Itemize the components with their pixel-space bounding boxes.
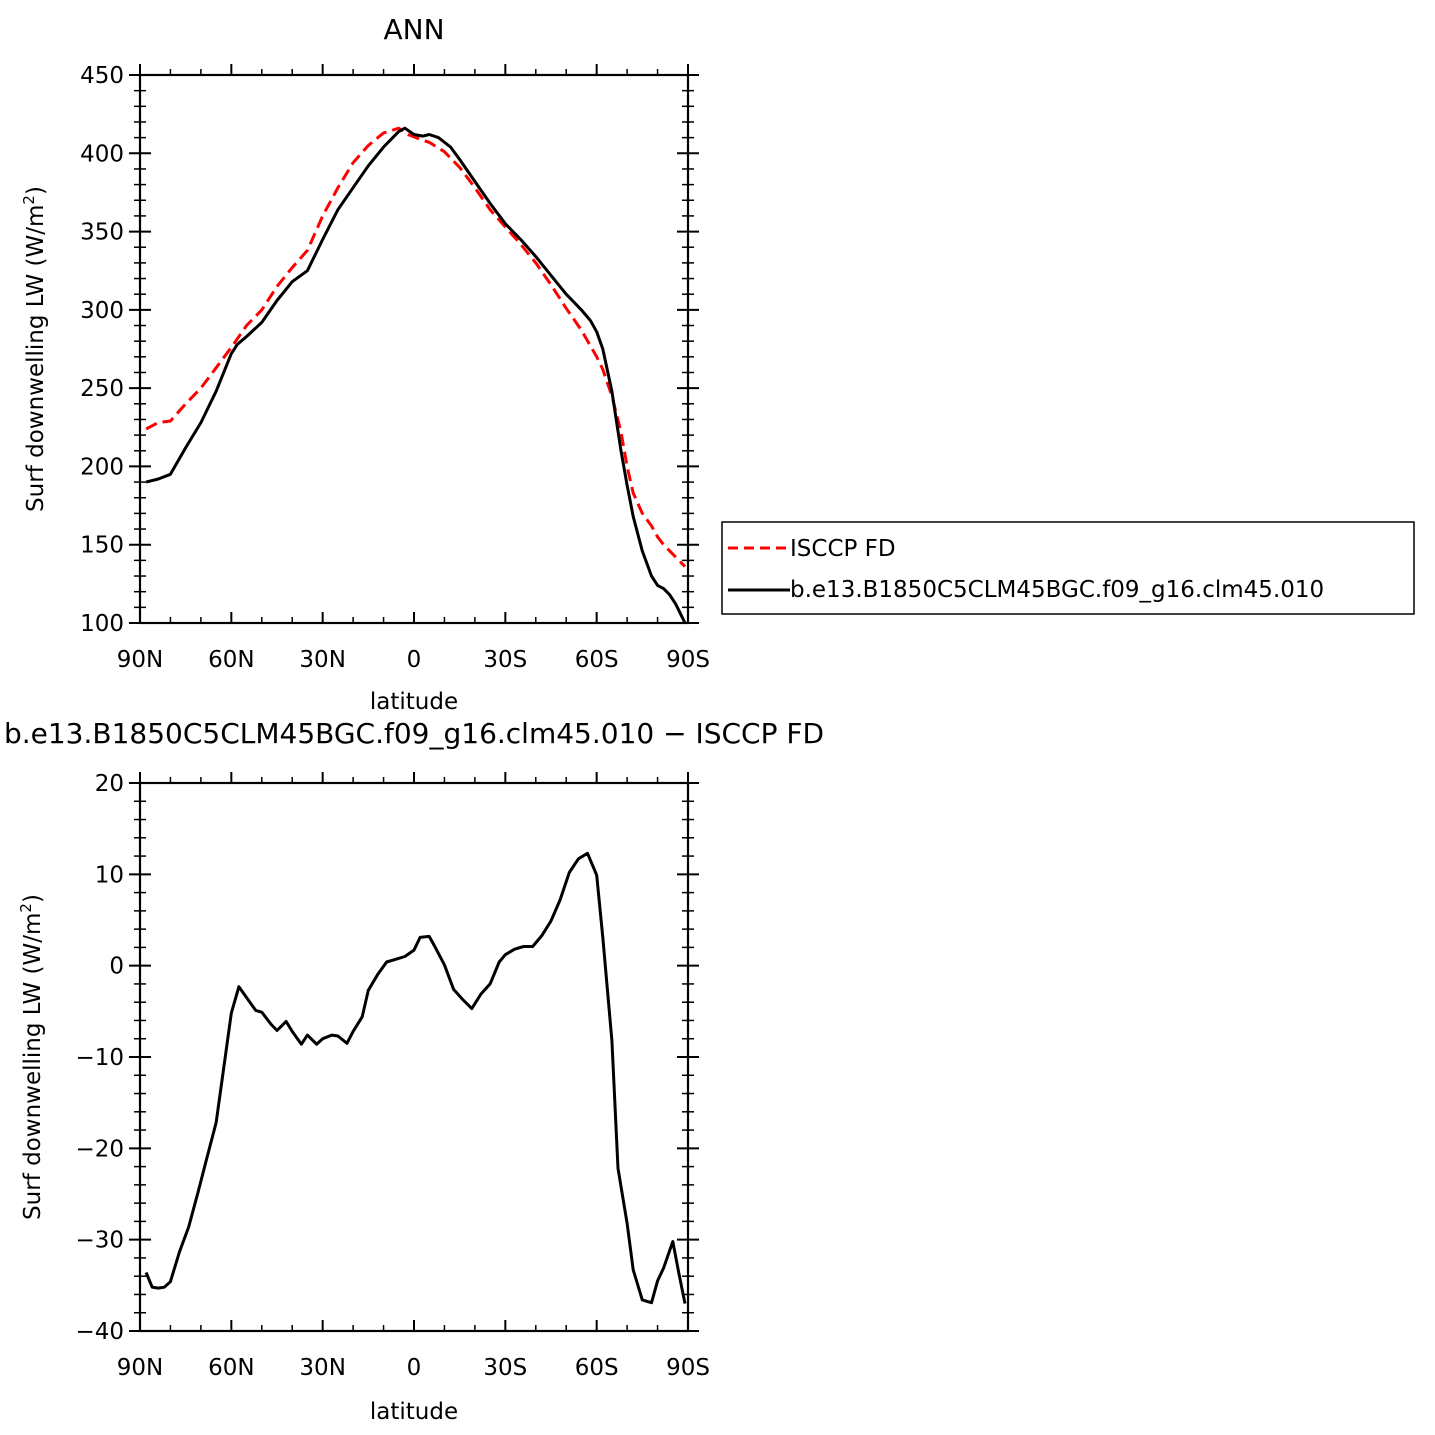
legend-box: [721, 521, 1415, 615]
top-ytick-label: 300: [80, 298, 124, 324]
bottom-xtick-label: 0: [407, 1355, 422, 1381]
bottom-xtick-label: 30S: [483, 1355, 527, 1381]
top-xtick-label: 60S: [575, 647, 619, 673]
legend-label-isccp: ISCCP FD: [790, 536, 896, 562]
bottom-plot-frame: [138, 781, 690, 1333]
top-chart-series: [145, 126, 687, 624]
bottom-series-line-0: [144, 851, 687, 1305]
top-series-line-0: [145, 126, 687, 568]
bottom-y-axis-label-main: Surf downwelling LW (W/m: [20, 913, 46, 1220]
top-ytick-label: 150: [80, 533, 124, 559]
top-chart-ticks: 90N 60N 30N 0 30S 60S 90S 100 150 200 250 300 350 400…: [80, 63, 710, 673]
legend-label-model: b.e13.B1850C5CLM45BGC.f09_g16.clm45.010: [790, 577, 1324, 603]
legend: ISCCP FD b.e13.B1850C5CLM45BGC.f09_g16.c…: [721, 521, 1415, 615]
bottom-chart-ticks: 90N 60N 30N 0 30S 60S 90S −40 −30 −20 −10 0 10 20: [75, 771, 709, 1381]
top-xtick-label: 90S: [666, 647, 710, 673]
top-line-chart: ANN 90N 60N 30N 0 30S 60S 90S 100 150 200 250 300 35…: [20, 13, 710, 715]
bottom-xtick-label: 30N: [299, 1355, 345, 1381]
bottom-ytick-label: 0: [109, 954, 124, 980]
top-y-axis-label-end: ): [23, 186, 49, 195]
bottom-line-chart: b.e13.B1850C5CLM45BGC.f09_g16.clm45.010 …: [4, 717, 824, 1425]
top-y-axis-label-main: Surf downwelling LW (W/m: [23, 205, 49, 512]
top-ytick-label: 250: [80, 376, 124, 402]
top-chart-title: ANN: [383, 13, 444, 46]
bottom-y-axis-label-end: ): [20, 894, 46, 903]
bottom-ytick-label: 10: [95, 862, 124, 888]
bottom-ytick-label: −20: [75, 1136, 124, 1162]
top-xtick-label: 90N: [117, 647, 163, 673]
top-y-axis-label-sup: 2: [20, 195, 38, 205]
top-xtick-label: 60N: [208, 647, 254, 673]
bottom-ytick-label: −10: [75, 1045, 124, 1071]
top-y-axis-label: Surf downwelling LW (W/m2): [20, 186, 49, 512]
top-xtick-label: 30S: [483, 647, 527, 673]
bottom-chart-title: b.e13.B1850C5CLM45BGC.f09_g16.clm45.010 …: [4, 717, 824, 750]
bottom-x-axis-label: latitude: [370, 1399, 458, 1425]
top-xtick-label: 30N: [299, 647, 345, 673]
top-series-line-1: [145, 126, 687, 624]
top-plot-frame: [138, 73, 690, 625]
bottom-xtick-label: 90N: [117, 1355, 163, 1381]
top-x-axis-label: latitude: [370, 689, 458, 715]
top-ytick-label: 400: [80, 141, 124, 167]
bottom-chart-series: [144, 851, 687, 1305]
top-xtick-label: 0: [407, 647, 422, 673]
bottom-xtick-label: 60S: [575, 1355, 619, 1381]
bottom-ytick-label: 20: [95, 771, 124, 797]
bottom-xtick-label: 60N: [208, 1355, 254, 1381]
bottom-ytick-label: −30: [75, 1228, 124, 1254]
top-ytick-label: 450: [80, 63, 124, 89]
bottom-xtick-label: 90S: [666, 1355, 710, 1381]
bottom-y-axis-label-sup: 2: [17, 903, 35, 913]
bottom-y-axis-label: Surf downwelling LW (W/m2): [17, 894, 46, 1220]
top-ytick-label: 100: [80, 611, 124, 637]
bottom-ytick-label: −40: [75, 1319, 124, 1345]
top-ytick-label: 350: [80, 220, 124, 246]
top-ytick-label: 200: [80, 454, 124, 480]
